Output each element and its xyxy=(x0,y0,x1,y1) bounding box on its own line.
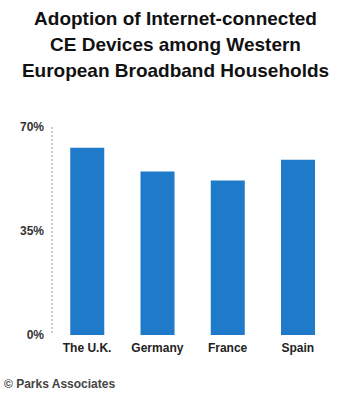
html-text:Adoption of Internet-connected: Adoption of Internet-connected CE Device… xyxy=(21,8,330,81)
svg-text:70%: 70% xyxy=(20,120,44,134)
svg-text:Spain: Spain xyxy=(282,341,315,355)
svg-text:The U.K.: The U.K. xyxy=(63,341,112,355)
svg-text:0%: 0% xyxy=(27,328,45,342)
svg-text:Germany: Germany xyxy=(131,341,183,355)
html-text:© Parks Associates: © Parks Associates xyxy=(4,377,116,391)
svg-text:France: France xyxy=(208,341,248,355)
svg-text:35%: 35% xyxy=(20,224,44,238)
